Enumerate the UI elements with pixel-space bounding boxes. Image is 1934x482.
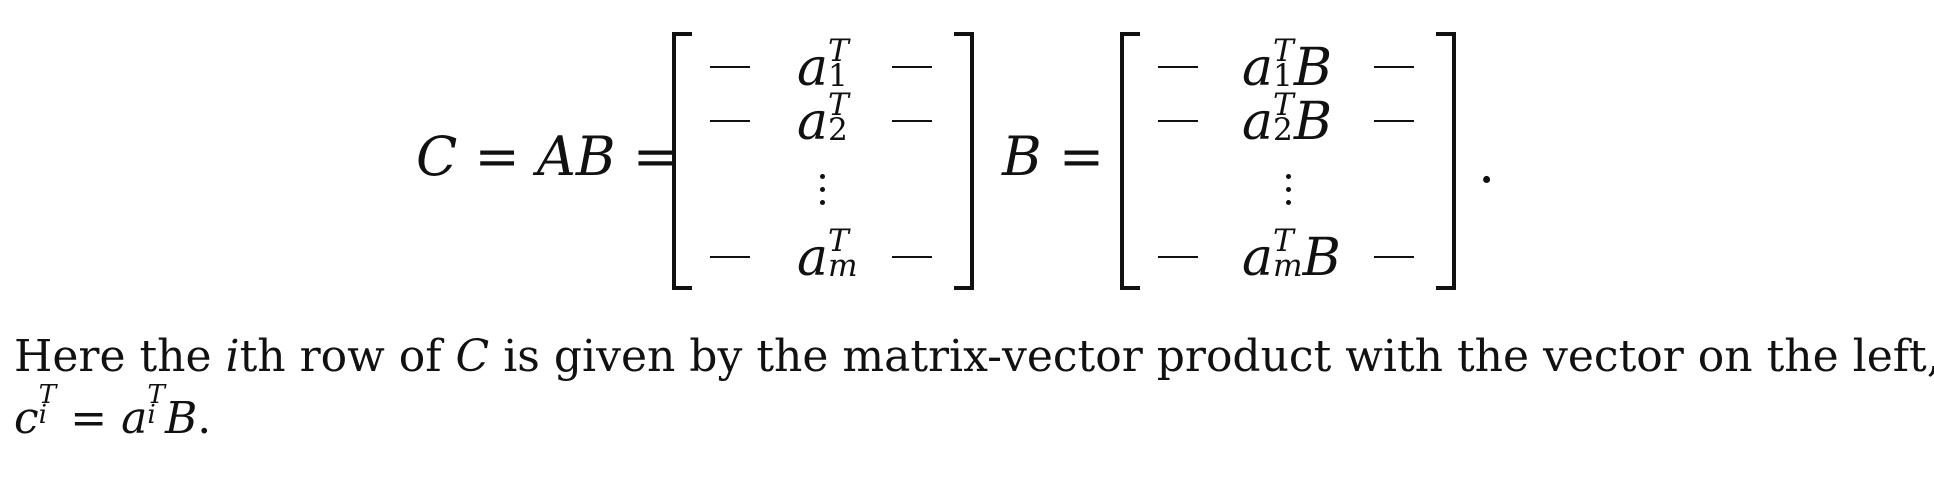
right-matrix-row2-dash-left [1158,120,1198,122]
right-matrix-row1-dash-left [1158,66,1198,68]
paragraph-line-1: Here the ith row of C is given by the ma… [14,331,1934,382]
left-matrix-right-bracket [954,32,974,290]
left-matrix-row1-dash-left [710,66,750,68]
right-matrix-row1-dash-right [1374,66,1414,68]
left-matrix-row1-dash-right [892,66,932,68]
right-matrix-vdots [1286,174,1292,213]
equation-period: . [1478,132,1496,195]
left-matrix-left-bracket [672,32,692,290]
left-matrix-rowm-dash-right [892,256,932,258]
right-matrix-rowm-dash-left [1158,256,1198,258]
left-matrix-row2-dash-left [710,120,750,122]
right-matrix-row2-dash-right [1374,120,1414,122]
left-matrix-rowm-dash-left [710,256,750,258]
explanation-paragraph: Here the ith row of C is given by the ma… [14,326,1934,450]
right-matrix-rowm-dash-right [1374,256,1414,258]
equation-middle: B = [1002,125,1105,188]
left-matrix-vdots [820,174,826,213]
right-matrix-right-bracket [1436,32,1456,290]
equation-lhs: C = AB = [416,125,678,188]
right-matrix-left-bracket [1120,32,1140,290]
left-matrix-row2-dash-right [892,120,932,122]
